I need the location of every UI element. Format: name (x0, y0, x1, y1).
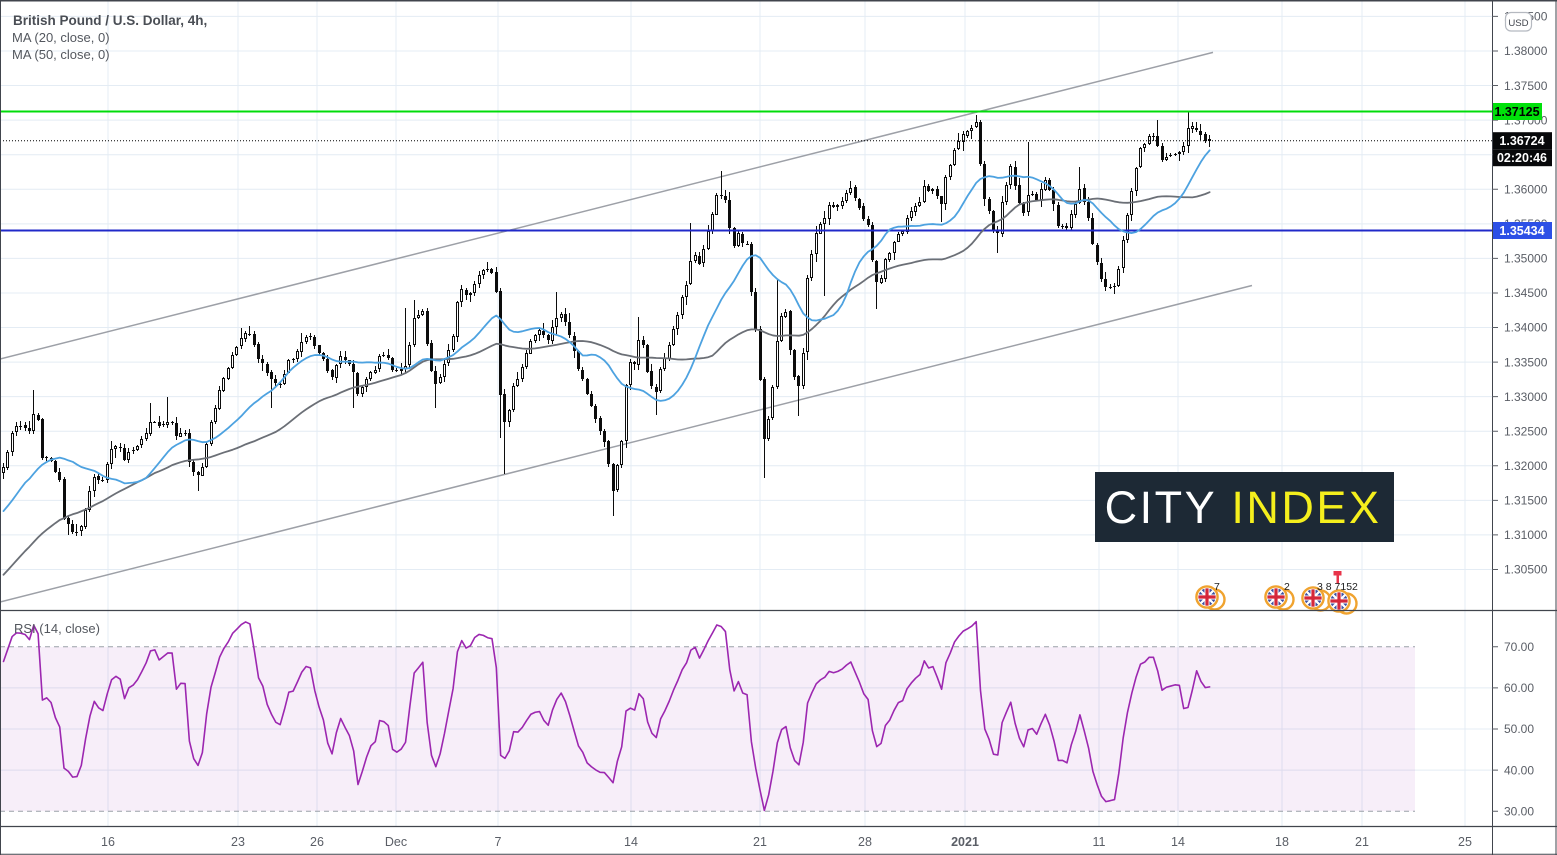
svg-text:16: 16 (101, 835, 115, 849)
svg-text:14: 14 (624, 835, 638, 849)
svg-text:1.38000: 1.38000 (1504, 44, 1548, 58)
svg-text:1.37500: 1.37500 (1504, 79, 1548, 93)
svg-text:1.30500: 1.30500 (1504, 563, 1548, 577)
svg-text:1.32000: 1.32000 (1504, 459, 1548, 473)
svg-text:1.31500: 1.31500 (1504, 494, 1548, 508)
svg-text:7: 7 (495, 835, 502, 849)
svg-text:30.00: 30.00 (1504, 804, 1534, 818)
svg-text:USD: USD (1508, 18, 1528, 29)
svg-text:British Pound / U.S. Dollar, 4: British Pound / U.S. Dollar, 4h, (13, 13, 207, 28)
svg-text:1.37125: 1.37125 (1494, 105, 1539, 119)
svg-text:CITY INDEX: CITY INDEX (1105, 482, 1382, 533)
svg-text:23: 23 (231, 835, 245, 849)
svg-text:25: 25 (1458, 835, 1472, 849)
svg-text:3 8 7152: 3 8 7152 (1317, 581, 1358, 593)
svg-text:1.33500: 1.33500 (1504, 355, 1548, 369)
svg-text:1.33000: 1.33000 (1504, 390, 1548, 404)
svg-text:70.00: 70.00 (1504, 640, 1534, 654)
svg-text:1.36000: 1.36000 (1504, 182, 1548, 196)
svg-text:MA (50, close, 0): MA (50, close, 0) (12, 47, 110, 62)
svg-text:26: 26 (310, 835, 324, 849)
svg-text:11: 11 (1093, 835, 1106, 849)
svg-text:18: 18 (1275, 835, 1289, 849)
svg-text:14: 14 (1171, 835, 1185, 849)
svg-text:1.35434: 1.35434 (1499, 224, 1544, 238)
svg-text:7: 7 (1214, 581, 1220, 593)
svg-text:28: 28 (858, 835, 872, 849)
svg-text:02:20:46: 02:20:46 (1497, 151, 1547, 165)
svg-text:1.31000: 1.31000 (1504, 528, 1548, 542)
svg-text:40.00: 40.00 (1504, 763, 1534, 777)
svg-text:Dec: Dec (385, 835, 407, 849)
svg-text:1.35000: 1.35000 (1504, 252, 1548, 266)
svg-text:2: 2 (1284, 581, 1290, 593)
svg-text:MA (20, close, 0): MA (20, close, 0) (12, 30, 110, 45)
svg-text:1.32500: 1.32500 (1504, 424, 1548, 438)
svg-text:60.00: 60.00 (1504, 681, 1534, 695)
svg-text:RSI (14, close): RSI (14, close) (14, 621, 100, 636)
svg-text:1.36724: 1.36724 (1499, 134, 1544, 148)
svg-text:1.34500: 1.34500 (1504, 286, 1548, 300)
svg-text:21: 21 (1355, 835, 1369, 849)
svg-text:50.00: 50.00 (1504, 722, 1534, 736)
svg-text:21: 21 (753, 835, 767, 849)
svg-text:1.34000: 1.34000 (1504, 321, 1548, 335)
svg-text:2021: 2021 (951, 835, 979, 849)
